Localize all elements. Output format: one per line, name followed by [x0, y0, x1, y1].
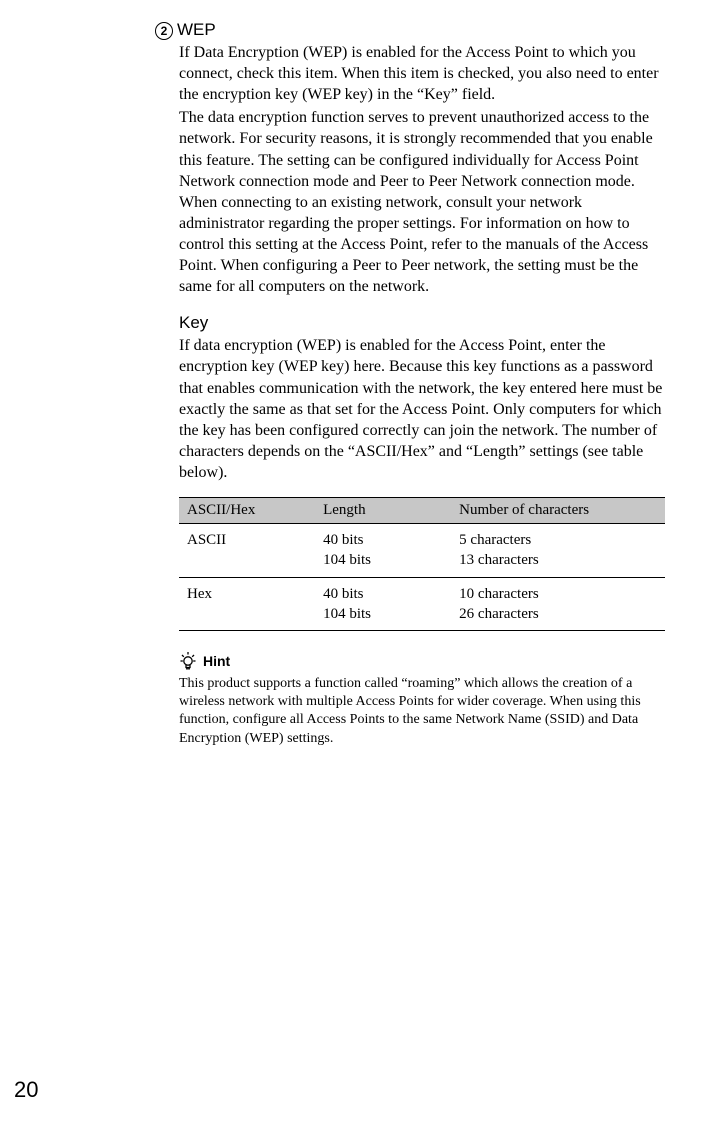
th-length: Length: [315, 498, 451, 524]
cell-chars-a: 10 characters: [459, 584, 657, 604]
hint-header: Hint: [179, 651, 665, 671]
cell-type: Hex: [179, 577, 315, 631]
cell-length: 40 bits 104 bits: [315, 577, 451, 631]
table-header-row: ASCII/Hex Length Number of characters: [179, 498, 665, 524]
wep-paragraph-1: If Data Encryption (WEP) is enabled for …: [179, 42, 665, 105]
section-number-badge: 2: [155, 22, 173, 40]
hint-label: Hint: [203, 653, 230, 669]
table-row: Hex 40 bits 104 bits 10 characters 26 ch…: [179, 577, 665, 631]
key-length-table: ASCII/Hex Length Number of characters AS…: [179, 497, 665, 631]
cell-length-b: 104 bits: [323, 550, 443, 570]
cell-length: 40 bits 104 bits: [315, 524, 451, 578]
th-ascii-hex: ASCII/Hex: [179, 498, 315, 524]
table-row: ASCII 40 bits 104 bits 5 characters 13 c…: [179, 524, 665, 578]
page-number: 20: [14, 1077, 38, 1103]
wep-heading-row: 2 WEP: [155, 20, 665, 40]
wep-paragraph-2: The data encryption function serves to p…: [179, 107, 665, 297]
cell-length-a: 40 bits: [323, 530, 443, 550]
wep-heading: WEP: [177, 20, 216, 40]
cell-chars: 10 characters 26 characters: [451, 577, 665, 631]
wep-section-block: If Data Encryption (WEP) is enabled for …: [155, 42, 665, 748]
cell-chars: 5 characters 13 characters: [451, 524, 665, 578]
hint-block: Hint This product supports a function ca…: [179, 651, 665, 748]
th-num-chars: Number of characters: [451, 498, 665, 524]
hint-text: This product supports a function called …: [179, 675, 665, 748]
cell-length-b: 104 bits: [323, 604, 443, 624]
cell-chars-b: 13 characters: [459, 550, 657, 570]
table: ASCII/Hex Length Number of characters AS…: [179, 497, 665, 631]
cell-chars-b: 26 characters: [459, 604, 657, 624]
lightbulb-icon: [179, 651, 197, 671]
page-content: 2 WEP If Data Encryption (WEP) is enable…: [0, 0, 720, 748]
cell-length-a: 40 bits: [323, 584, 443, 604]
key-heading: Key: [179, 313, 665, 333]
key-paragraph: If data encryption (WEP) is enabled for …: [179, 335, 665, 483]
cell-type: ASCII: [179, 524, 315, 578]
cell-chars-a: 5 characters: [459, 530, 657, 550]
